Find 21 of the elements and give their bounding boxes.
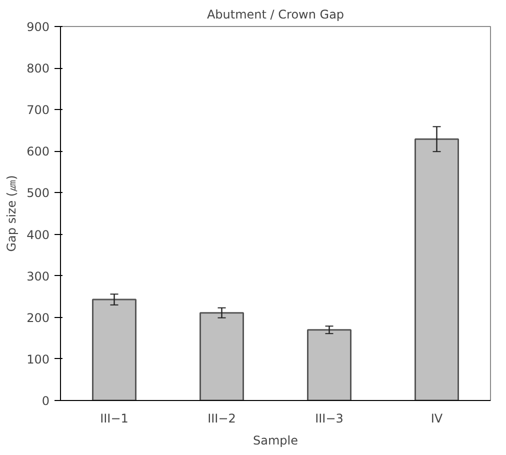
bar — [92, 298, 136, 400]
y-tick-label: 400 — [26, 228, 50, 242]
bar — [307, 329, 352, 400]
x-tick-label: IV — [430, 412, 444, 426]
y-tick-label: 900 — [26, 20, 50, 34]
x-tick-label: III−1 — [100, 412, 128, 426]
y-tick-label: 500 — [26, 186, 50, 200]
bar — [414, 138, 459, 400]
y-tick-label: 200 — [26, 310, 50, 325]
x-tick-label: III−3 — [315, 412, 344, 426]
chart-title: Abutment / Crown Gap — [206, 8, 344, 22]
bar — [200, 312, 244, 400]
y-tick-label: 600 — [26, 144, 50, 159]
y-tick-label: 0 — [42, 394, 50, 408]
y-tick-label: 700 — [26, 103, 50, 118]
x-tick-label: III−2 — [208, 412, 236, 426]
y-tick-label: 800 — [26, 62, 50, 76]
y-tick-label: 100 — [26, 352, 50, 366]
y-axis-title: Gap size (㎛) — [4, 175, 19, 252]
y-tick-label: 300 — [26, 269, 50, 284]
x-axis-title: Sample — [253, 434, 298, 448]
